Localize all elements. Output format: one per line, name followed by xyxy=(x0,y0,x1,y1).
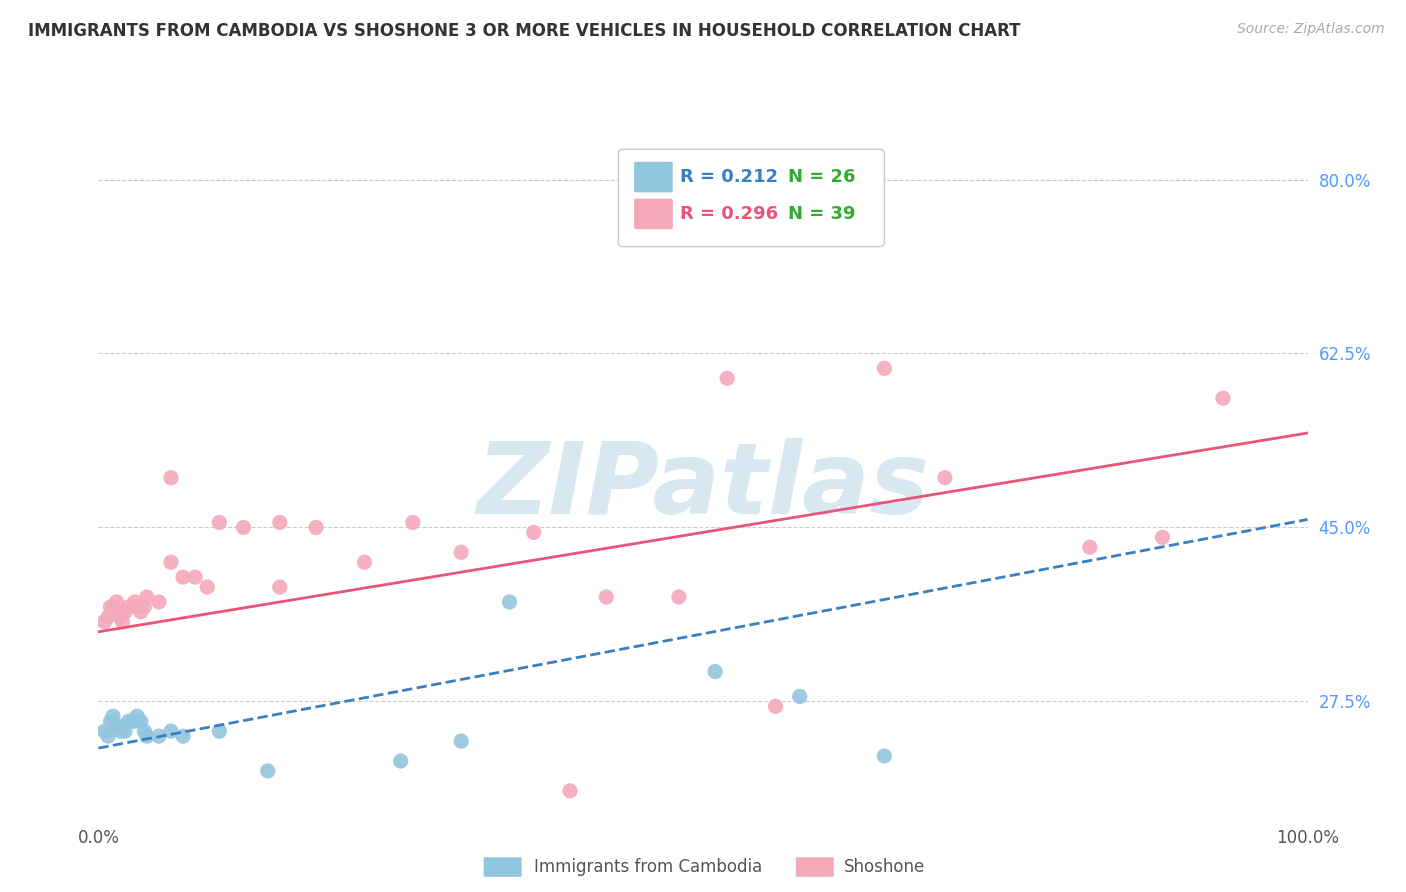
Point xyxy=(118,714,141,729)
Point xyxy=(523,525,546,540)
Point xyxy=(195,580,218,594)
Point xyxy=(97,729,120,743)
Point xyxy=(1212,391,1234,405)
Point xyxy=(111,719,134,733)
Point xyxy=(93,724,115,739)
Point xyxy=(389,754,412,768)
Point xyxy=(121,714,143,729)
Text: R = 0.212: R = 0.212 xyxy=(681,168,778,186)
Point xyxy=(1152,530,1174,544)
Point xyxy=(105,719,128,733)
Point xyxy=(148,729,170,743)
Text: N = 26: N = 26 xyxy=(787,168,855,186)
Point xyxy=(100,599,122,614)
Point xyxy=(124,595,146,609)
Point xyxy=(208,516,231,530)
Point xyxy=(402,516,425,530)
Point xyxy=(124,714,146,729)
Point xyxy=(101,599,124,614)
Point xyxy=(558,784,581,798)
Point xyxy=(172,729,194,743)
Point xyxy=(716,371,738,385)
Point xyxy=(101,709,124,723)
Point xyxy=(108,610,131,624)
Point xyxy=(353,555,375,569)
Point xyxy=(105,595,128,609)
Point xyxy=(93,615,115,629)
Point xyxy=(134,599,156,614)
Point xyxy=(172,570,194,584)
Point xyxy=(134,724,156,739)
Point xyxy=(208,724,231,739)
Point xyxy=(232,520,254,534)
Text: Immigrants from Cambodia: Immigrants from Cambodia xyxy=(534,858,762,876)
Point xyxy=(160,471,183,485)
Text: Shoshone: Shoshone xyxy=(844,858,925,876)
Point xyxy=(111,615,134,629)
Point xyxy=(256,764,278,778)
Point xyxy=(450,545,472,559)
Text: N = 39: N = 39 xyxy=(787,205,855,223)
Point xyxy=(100,714,122,729)
Point xyxy=(498,595,520,609)
Text: Source: ZipAtlas.com: Source: ZipAtlas.com xyxy=(1237,22,1385,37)
Point xyxy=(184,570,207,584)
Point xyxy=(269,516,291,530)
Point xyxy=(873,749,896,764)
Point xyxy=(450,734,472,748)
FancyBboxPatch shape xyxy=(619,149,884,247)
Point xyxy=(148,595,170,609)
Point xyxy=(135,590,157,604)
Point xyxy=(765,699,787,714)
Point xyxy=(97,610,120,624)
Point xyxy=(114,605,136,619)
Point xyxy=(114,724,136,739)
Point xyxy=(160,555,183,569)
Point xyxy=(704,665,727,679)
Point xyxy=(934,471,956,485)
Point xyxy=(127,599,149,614)
Text: R = 0.296: R = 0.296 xyxy=(681,205,778,223)
FancyBboxPatch shape xyxy=(634,161,673,193)
Point xyxy=(160,724,183,739)
Point xyxy=(129,605,152,619)
Point xyxy=(118,599,141,614)
Point xyxy=(135,729,157,743)
Point xyxy=(108,724,131,739)
Text: IMMIGRANTS FROM CAMBODIA VS SHOSHONE 3 OR MORE VEHICLES IN HOUSEHOLD CORRELATION: IMMIGRANTS FROM CAMBODIA VS SHOSHONE 3 O… xyxy=(28,22,1021,40)
Point xyxy=(1078,541,1101,555)
FancyBboxPatch shape xyxy=(634,199,673,229)
Point xyxy=(269,580,291,594)
Text: ZIPatlas: ZIPatlas xyxy=(477,438,929,535)
Point xyxy=(127,709,149,723)
Point xyxy=(305,520,328,534)
Point xyxy=(129,714,152,729)
Point xyxy=(595,590,617,604)
Point xyxy=(873,361,896,376)
Point xyxy=(789,690,811,704)
Point xyxy=(668,590,690,604)
